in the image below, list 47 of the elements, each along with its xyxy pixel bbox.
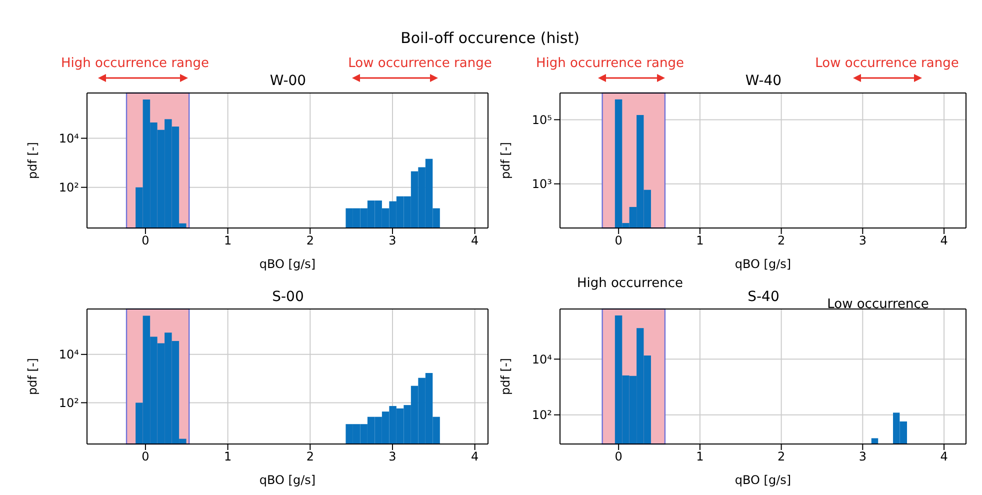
x-tick-label: 2 [306, 450, 314, 464]
text: High occurrence range [61, 55, 209, 73]
x-tick-label: 0 [614, 450, 622, 464]
text: High occurrence range [536, 55, 684, 73]
y-tick-label: 10⁵ [532, 112, 552, 127]
x-tick-label: 2 [777, 450, 786, 464]
y-tick-label: 10² [58, 180, 80, 195]
x-tick-label: 3 [858, 450, 866, 464]
x-tick-label: 4 [471, 450, 479, 464]
chart-title: S-00 [271, 289, 305, 305]
chart-title: W-40 [744, 73, 783, 89]
x-tick-label: 1 [224, 234, 232, 248]
text: Low occurrence range [348, 55, 492, 73]
x-tick-label: 2 [306, 234, 314, 248]
x-axis-title: qBO [g/s] [734, 257, 792, 271]
x-axis-title: qBO [g/s] [259, 257, 316, 271]
y-tick-label: 10² [532, 408, 552, 422]
x-axis-title: qBO [g/s] [734, 473, 792, 487]
y-axis-title: pdf [-] [25, 358, 40, 395]
x-tick-label: 3 [388, 234, 396, 248]
text: High occurrence [576, 275, 684, 293]
text: Boil-off occurence (hist) [400, 29, 580, 47]
chart-title: W-00 [268, 73, 308, 89]
x-axis-title: qBO [g/s] [259, 473, 316, 487]
y-tick-label: 10⁴ [532, 352, 552, 366]
x-tick-label: 0 [142, 450, 150, 464]
y-tick-label: 10² [58, 396, 80, 410]
x-tick-label: 3 [858, 234, 866, 248]
text: Low occurrence range [815, 55, 959, 73]
annotation: Low occurrence [827, 296, 929, 314]
chart-title: S-40 [748, 289, 780, 305]
x-tick-label: 1 [224, 450, 232, 464]
x-tick-label: 0 [142, 234, 150, 248]
x-tick-label: 1 [696, 234, 704, 248]
y-axis-title: pdf [-] [25, 142, 40, 179]
y-axis-title: pdf [-] [498, 142, 512, 179]
y-tick-label: 10⁴ [58, 132, 80, 146]
x-tick-label: 4 [471, 234, 479, 248]
x-tick-label: 2 [777, 234, 786, 248]
x-tick-label: 0 [614, 234, 622, 248]
y-axis-title: pdf [-] [498, 358, 512, 395]
x-tick-label: 1 [696, 450, 704, 464]
y-tick-label: 10³ [532, 177, 552, 192]
y-tick-label: 10⁴ [58, 348, 80, 362]
x-tick-label: 4 [940, 450, 948, 464]
x-tick-label: 4 [940, 234, 948, 248]
x-tick-label: 3 [388, 450, 396, 464]
